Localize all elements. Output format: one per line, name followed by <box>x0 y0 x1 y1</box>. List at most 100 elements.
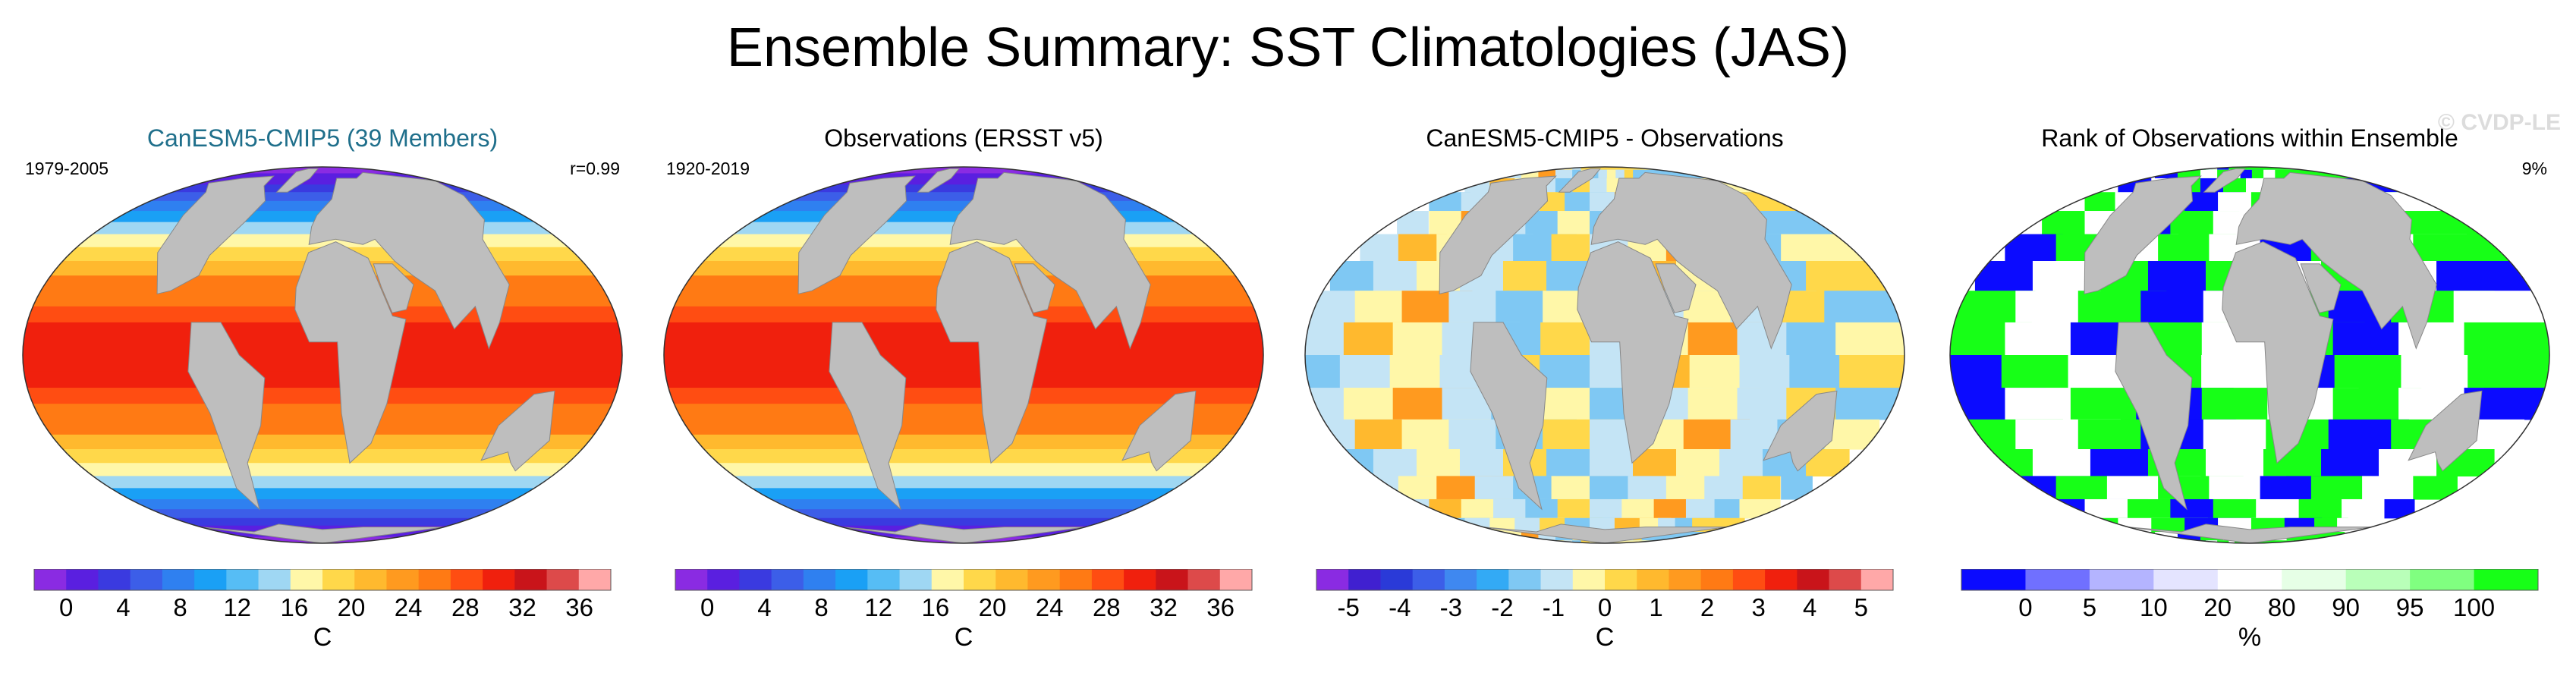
colorbar-tick-label: 32 <box>508 593 536 621</box>
sst-band <box>23 525 622 533</box>
land-australia <box>1121 390 1197 472</box>
difference-cell <box>1397 211 1429 235</box>
difference-cell <box>1781 234 1880 262</box>
rank-map <box>1949 166 2550 544</box>
colorbar-tick-label: 3 <box>1751 593 1766 621</box>
rank-cell <box>2042 211 2087 235</box>
sst-band <box>23 167 622 168</box>
colorbar-swatch <box>514 569 548 590</box>
colorbar-tick-label: 24 <box>1035 593 1064 621</box>
colorbar-swatch <box>739 569 772 590</box>
rank-cell <box>2453 291 2549 323</box>
colorbar-tick-label: 24 <box>394 593 423 621</box>
colorbar-swatch <box>995 569 1028 590</box>
colorbar-tick-label: 8 <box>814 593 829 621</box>
sst-band <box>23 355 622 373</box>
colorbar-units: % <box>2238 623 2262 652</box>
panel-title: CanESM5-CMIP5 - Observations <box>1426 124 1784 152</box>
land-australia <box>1763 390 1838 472</box>
rank-cell <box>2005 234 2063 262</box>
difference-map <box>1304 166 1905 544</box>
sst-band <box>664 192 1263 202</box>
colorbar-swatch <box>578 569 612 590</box>
colorbar-swatch <box>707 569 740 590</box>
colorbar-swatch <box>1124 569 1156 590</box>
colorbar-swatch <box>226 569 259 590</box>
colorbar-swatch <box>1605 569 1637 590</box>
panel-observations-climatology: Observations (ERSST v5) 1920-2019 0 4 8 12 1… <box>653 114 1275 676</box>
difference-cell <box>1685 498 1720 519</box>
land-north-america <box>2084 175 2202 294</box>
land-north-america <box>156 175 275 294</box>
colorbar-tick-label: 12 <box>864 593 893 621</box>
land-antarctica <box>1483 524 1727 543</box>
colorbar-swatch <box>867 569 901 590</box>
colorbar-tick-label: 0 <box>2018 593 2033 621</box>
rank-percent-label: 9% <box>2521 159 2547 178</box>
colorbar-tick-label: 28 <box>451 593 480 621</box>
land-africa <box>1577 241 1689 464</box>
sst-band <box>23 173 622 179</box>
colorbar-tick-label: 80 <box>2267 593 2296 621</box>
sst-band <box>664 178 1263 185</box>
colorbar-swatch <box>386 569 420 590</box>
colorbar-tick-label: 100 <box>2453 593 2496 621</box>
sst-band <box>664 169 1263 175</box>
colorbar-tick-label: 5 <box>2082 593 2097 621</box>
colorbar-tick-label: 5 <box>1854 593 1868 621</box>
sst-band <box>664 498 1263 510</box>
rank-cell <box>2413 476 2458 500</box>
panel-difference: CanESM5-CMIP5 - Observations -5 -4 -3 -2 -1 0… <box>1294 114 1916 676</box>
colorbar-swatch <box>322 569 355 590</box>
sst-band <box>23 388 622 404</box>
colorbar-swatch <box>2282 569 2347 590</box>
difference-cell <box>1781 476 1813 500</box>
sst-band <box>664 338 1263 356</box>
land-antarctica <box>200 524 445 543</box>
rank-cell <box>2084 192 2115 212</box>
colorbar-tick-label: -2 <box>1491 593 1514 621</box>
colorbar-tick-label: 8 <box>173 593 187 621</box>
map-outline <box>1949 166 2550 544</box>
panel-title: Observations (ERSST v5) <box>824 124 1103 152</box>
colorbar-swatch <box>2474 569 2539 590</box>
colorbar-swatch <box>2410 569 2475 590</box>
colorbar-swatch <box>483 569 515 590</box>
colorbar-tick-label: 20 <box>2203 593 2232 621</box>
panel-title: CanESM5-CMIP5 (39 Members) <box>146 124 499 152</box>
land-greenland <box>2203 168 2246 193</box>
sst-band <box>23 169 622 175</box>
rank-cell <box>2362 476 2415 500</box>
colorbar-swatch <box>1829 569 1862 590</box>
colorbar-swatch <box>1156 569 1189 590</box>
colorbar-tick-label: 32 <box>1150 593 1178 621</box>
land-north-america <box>797 175 916 294</box>
colorbar-swatch <box>1669 569 1702 590</box>
colorbar-tick-label: 1 <box>1649 593 1663 621</box>
sst-band <box>664 476 1263 489</box>
rank-cell <box>2384 498 2415 519</box>
sst-band <box>23 192 622 202</box>
rank-cell <box>2413 234 2525 262</box>
colorbar-tick-label: 4 <box>116 593 131 621</box>
colorbar-swatch <box>1444 569 1477 590</box>
colorbar <box>1316 569 1894 591</box>
sst-band <box>664 167 1263 168</box>
colorbar-swatch <box>1316 569 1349 590</box>
land-arabia <box>373 263 414 313</box>
pattern-correlation-label: r=0.99 <box>570 159 620 178</box>
sst-band <box>23 419 622 435</box>
difference-cell <box>1590 540 1664 543</box>
colorbar-swatch <box>354 569 387 590</box>
colorbar-swatch <box>194 569 227 590</box>
sst-band <box>664 434 1263 450</box>
land-arabia <box>1655 263 1697 313</box>
land-eurasia <box>308 171 510 350</box>
difference-cell <box>1824 291 1904 323</box>
sst-band <box>23 184 622 193</box>
colorbar-swatch <box>1961 569 2026 590</box>
colorbar-swatch <box>130 569 163 590</box>
colorbar-swatch <box>1027 569 1061 590</box>
colorbar-units: C <box>954 623 973 652</box>
map-outline <box>1304 166 1905 544</box>
